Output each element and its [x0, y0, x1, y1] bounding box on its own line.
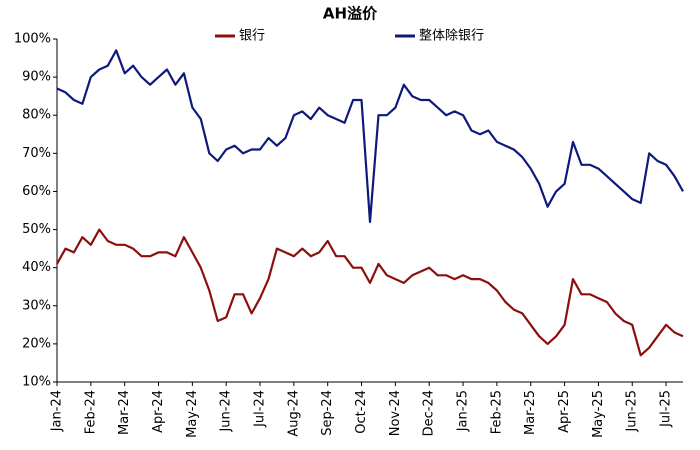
chart-title: AH溢价	[323, 5, 378, 23]
x-tick-label: Apr-24	[151, 390, 166, 433]
y-tick-label: 90%	[22, 70, 51, 85]
y-tick-label: 20%	[22, 336, 51, 351]
line-series	[56, 49, 684, 223]
y-tick-label: 100%	[14, 32, 51, 47]
y-tick-label: 30%	[22, 298, 51, 313]
x-tick-label: Mar-24	[117, 390, 132, 435]
y-tick-label: 10%	[22, 375, 51, 390]
x-tick-label: Nov-24	[388, 390, 403, 436]
x-tick-label: May-24	[185, 390, 200, 438]
x-tick-label: May-25	[591, 390, 606, 438]
x-tick-label: Feb-25	[489, 390, 504, 434]
y-tick-label: 40%	[22, 260, 51, 275]
x-tick-label: Apr-25	[557, 390, 572, 433]
x-tick-label: Dec-24	[422, 390, 437, 436]
x-tick-label: Jan-24	[50, 390, 65, 432]
x-tick-label: Aug-24	[286, 390, 301, 437]
y-tick-label: 60%	[22, 184, 51, 199]
y-tick-label: 50%	[22, 222, 51, 237]
line-series	[56, 228, 684, 357]
x-tick-label: Mar-25	[523, 390, 538, 435]
x-tick-label: Jul-25	[659, 390, 674, 428]
x-tick-label: Feb-24	[83, 390, 98, 434]
x-tick-label: Oct-24	[354, 390, 369, 434]
y-tick-label: 70%	[22, 146, 51, 161]
legend-label: 整体除银行	[419, 29, 484, 44]
x-tick-label: Jul-24	[253, 390, 268, 428]
x-tick-label: Jun-24	[219, 390, 234, 433]
x-tick-label: Jun-25	[625, 390, 640, 433]
x-tick-label: Jan-25	[456, 390, 471, 432]
y-tick-label: 80%	[22, 108, 51, 123]
x-tick-label: Sep-24	[320, 390, 335, 436]
legend-label: 银行	[239, 29, 265, 44]
